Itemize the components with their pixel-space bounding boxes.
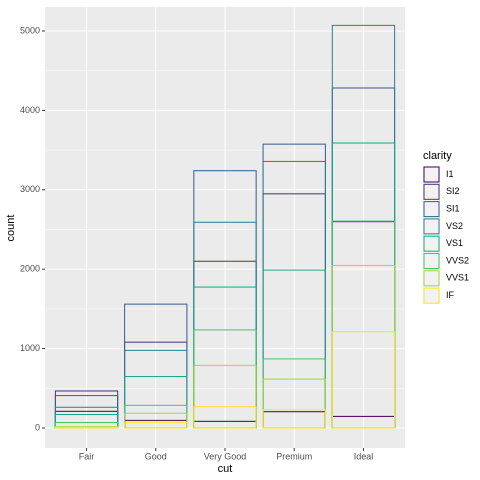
x-tick-label: Very Good: [204, 451, 247, 461]
x-tick-label: Ideal: [354, 451, 374, 461]
legend-swatch: [423, 270, 440, 287]
legend-swatch: [423, 183, 440, 200]
y-tick-label: 1000: [20, 343, 40, 353]
legend-label: VS1: [446, 238, 463, 248]
legend-swatch: [423, 166, 440, 183]
legend-label: IF: [446, 290, 455, 300]
legend-key: [423, 287, 440, 305]
y-tick-label: 5000: [20, 25, 40, 35]
legend-key: [423, 252, 440, 270]
legend-label: VVS2: [446, 255, 469, 265]
bar: [262, 409, 326, 429]
x-tick-label: Premium: [276, 451, 312, 461]
legend-label: VVS1: [446, 273, 469, 283]
legend-label: SI2: [446, 186, 460, 196]
x-axis-title: cut: [218, 463, 233, 475]
y-tick-label: 3000: [20, 184, 40, 194]
legend-label: VS2: [446, 221, 463, 231]
x-tick-label: Fair: [79, 451, 95, 461]
bar: [124, 421, 188, 429]
bar: [331, 331, 396, 429]
legend-key: [423, 166, 440, 183]
legend-swatch: [423, 287, 440, 304]
y-tick-label: 2000: [20, 264, 40, 274]
legend-key: [423, 200, 440, 218]
legend-swatch: [423, 218, 440, 235]
legend-key: [423, 269, 440, 287]
legend-title: clarity: [423, 150, 452, 162]
legend-swatch: [423, 235, 440, 252]
bar: [193, 406, 257, 429]
legend-key: [423, 217, 440, 235]
y-tick-label: 0: [35, 422, 40, 432]
legend-key: [423, 183, 440, 201]
legend-key: [423, 235, 440, 253]
x-tick-label: Good: [145, 451, 167, 461]
y-tick-label: 4000: [20, 105, 40, 115]
y-axis-title: count: [5, 215, 17, 242]
bar: [54, 426, 119, 429]
legend-swatch: [423, 201, 440, 218]
legend-label: SI1: [446, 203, 460, 213]
legend-label: I1: [446, 169, 454, 179]
legend-swatch: [423, 253, 440, 269]
